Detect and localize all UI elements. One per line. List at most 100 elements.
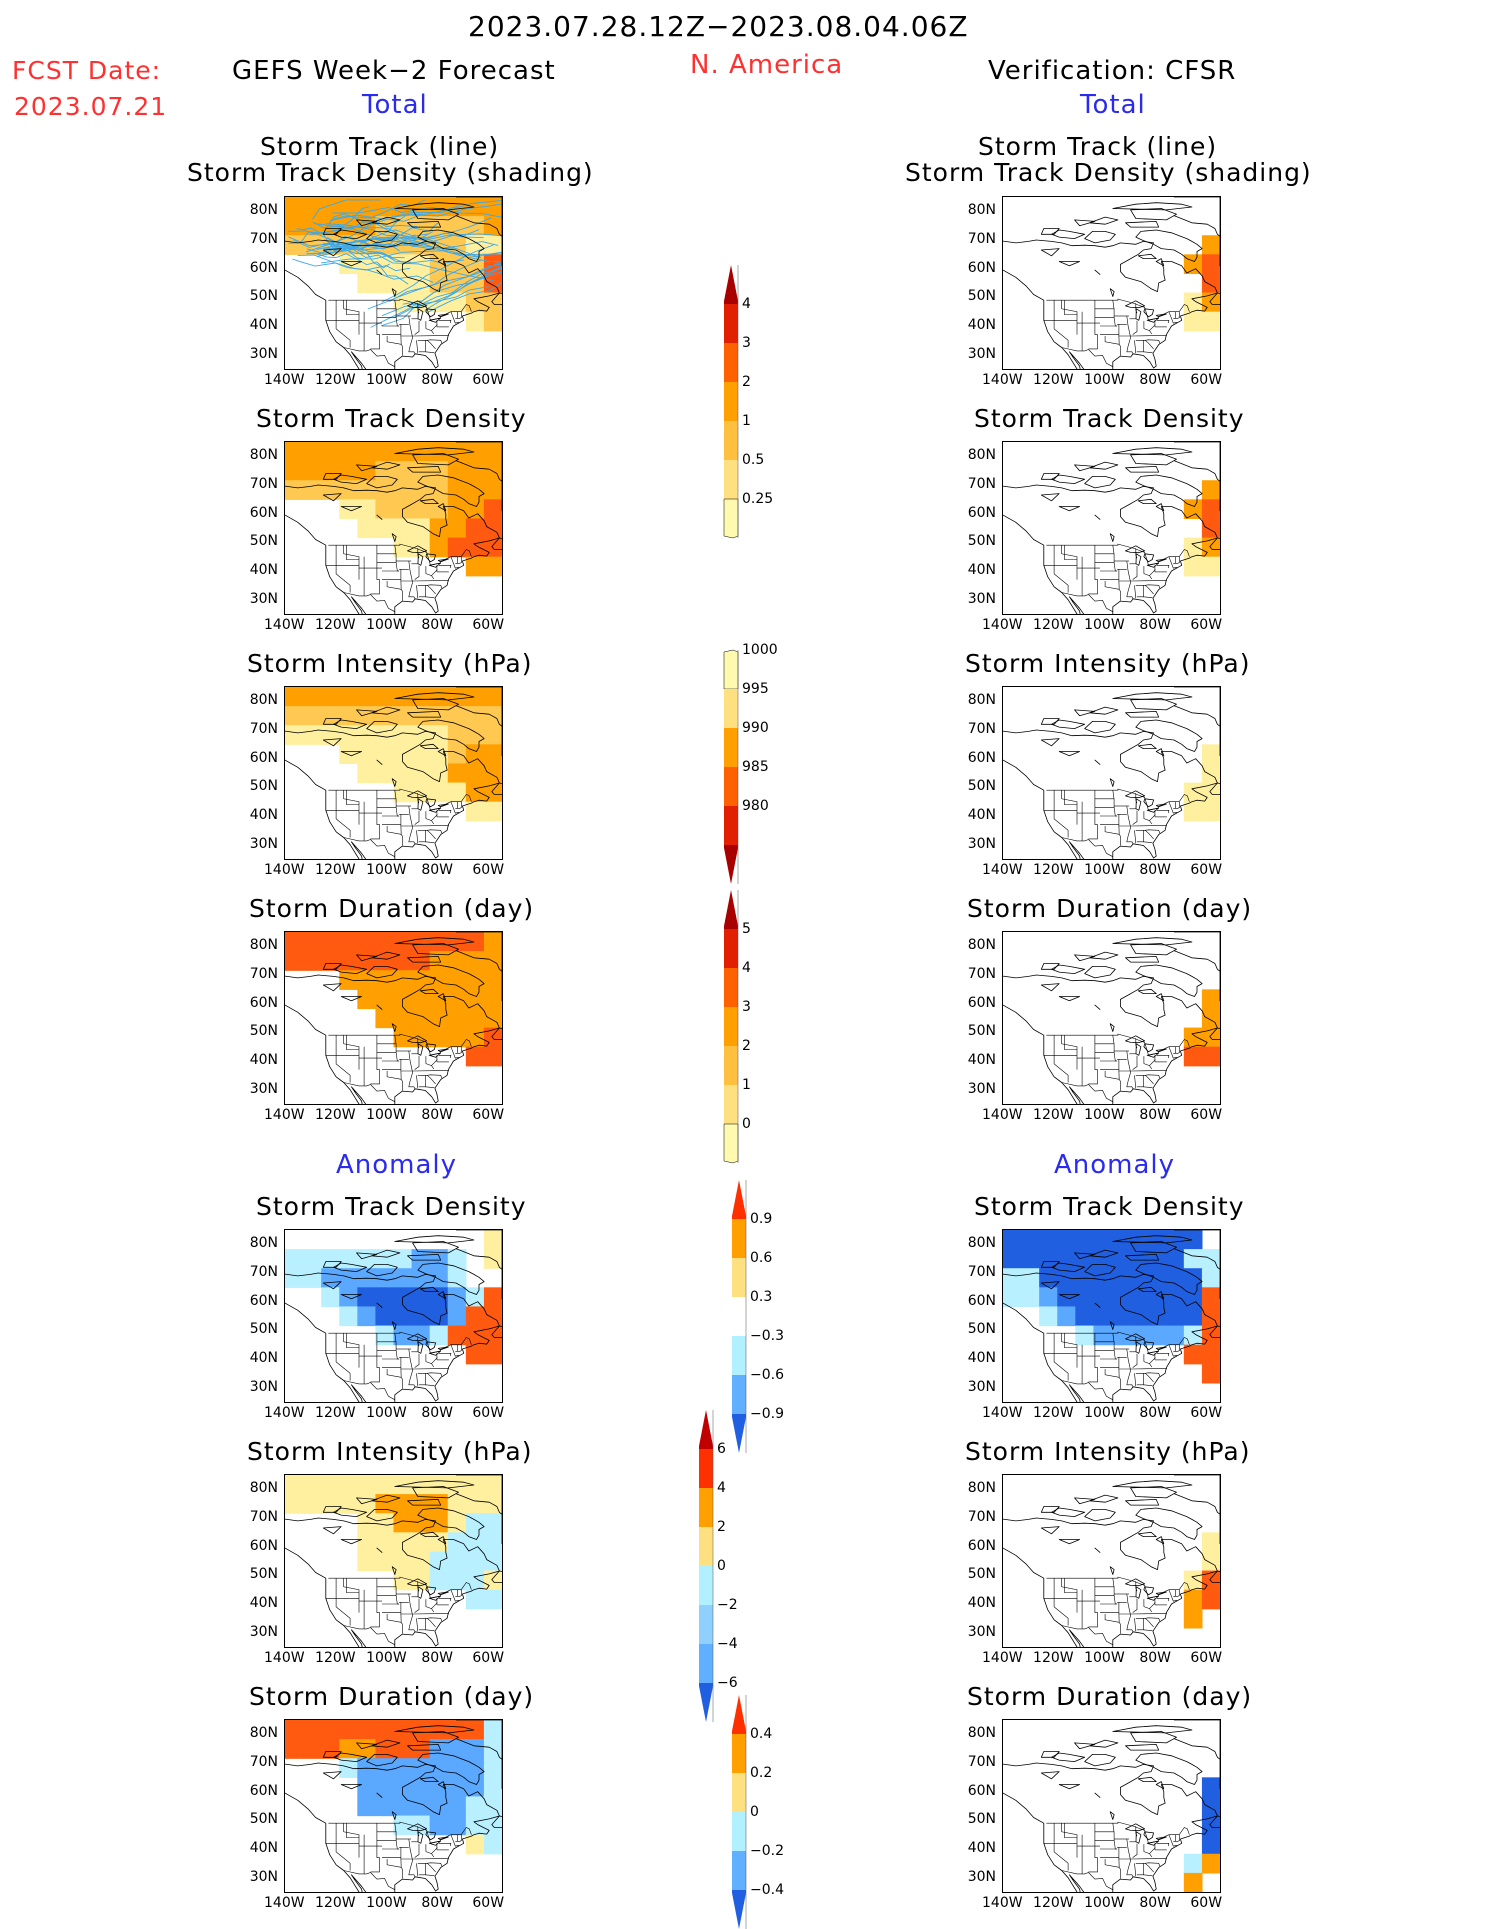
field-cell bbox=[357, 518, 376, 538]
lake bbox=[1059, 752, 1079, 756]
border bbox=[461, 802, 462, 808]
field-cell bbox=[357, 499, 376, 519]
field-cell bbox=[430, 480, 449, 500]
border bbox=[346, 1578, 359, 1592]
lake bbox=[1136, 799, 1141, 811]
border bbox=[409, 1839, 415, 1877]
field-cell bbox=[1184, 1230, 1203, 1250]
border bbox=[419, 1373, 426, 1385]
field-cell bbox=[466, 1287, 485, 1307]
field-cell bbox=[394, 1551, 413, 1571]
island bbox=[1085, 1754, 1116, 1766]
border bbox=[344, 545, 359, 579]
colorbar-segment bbox=[724, 421, 738, 460]
field-cell bbox=[412, 932, 431, 952]
field-cell bbox=[466, 1326, 485, 1346]
border bbox=[432, 325, 438, 331]
colorbar-duration-total bbox=[724, 890, 738, 1163]
coast-west bbox=[1003, 1544, 1103, 1647]
border bbox=[1150, 570, 1156, 576]
field-cell bbox=[1202, 1532, 1220, 1552]
border bbox=[1145, 1373, 1153, 1382]
island bbox=[1041, 964, 1059, 970]
lake bbox=[1110, 534, 1114, 542]
field-cell bbox=[484, 1306, 502, 1326]
border bbox=[1169, 557, 1177, 568]
lat-label: 70N bbox=[960, 1509, 996, 1525]
coast-west bbox=[1003, 266, 1103, 369]
lon-label: 100W bbox=[366, 1107, 406, 1123]
island bbox=[1156, 1782, 1164, 1789]
colorbar-label: 3 bbox=[742, 999, 751, 1015]
field-cell bbox=[1093, 1230, 1112, 1250]
fcst-date-label: FCST Date: bbox=[12, 56, 161, 85]
lon-label: 100W bbox=[1084, 1107, 1124, 1123]
lon-label: 120W bbox=[315, 862, 355, 878]
island bbox=[1156, 749, 1164, 756]
field-cell bbox=[448, 763, 467, 783]
field-cell bbox=[484, 932, 502, 952]
lat-label: 50N bbox=[960, 1566, 996, 1582]
map-canvas bbox=[1003, 1475, 1220, 1647]
title-track-shading-left: Storm Track Density (shading) bbox=[187, 158, 594, 187]
lat-label: 70N bbox=[960, 476, 996, 492]
field-cell bbox=[466, 461, 485, 481]
colorbar-segment bbox=[732, 1851, 746, 1890]
title-density-anom-right: Storm Track Density bbox=[974, 1192, 1245, 1221]
lat-label: 60N bbox=[242, 260, 278, 276]
border bbox=[1135, 1075, 1136, 1088]
field-cell bbox=[1039, 1230, 1058, 1250]
field-cell bbox=[1202, 763, 1220, 783]
baffin-island bbox=[1136, 1508, 1202, 1540]
field-cell bbox=[466, 1551, 485, 1571]
colorbar-label: 2 bbox=[717, 1519, 726, 1535]
field-cell bbox=[339, 1739, 358, 1759]
lake bbox=[1110, 289, 1114, 297]
border bbox=[1145, 340, 1153, 349]
field-cell bbox=[430, 1475, 449, 1495]
border bbox=[461, 1345, 462, 1351]
field-cell bbox=[394, 1796, 413, 1816]
field-cell bbox=[375, 970, 394, 990]
field-cell bbox=[1202, 235, 1220, 255]
border bbox=[432, 815, 438, 821]
border bbox=[1119, 1357, 1121, 1388]
border bbox=[371, 790, 380, 839]
field-cell bbox=[484, 802, 502, 822]
field-cell bbox=[339, 932, 358, 952]
field-cell bbox=[412, 763, 431, 783]
border bbox=[1145, 1618, 1153, 1627]
border bbox=[1173, 1595, 1179, 1596]
field-cell bbox=[448, 1532, 467, 1552]
colorbar-segment bbox=[732, 1297, 746, 1336]
field-cell bbox=[1184, 1306, 1203, 1326]
colorbar-cap bbox=[724, 265, 738, 304]
lat-label: 30N bbox=[960, 1081, 996, 1097]
colorbar-duration-anom bbox=[732, 1695, 746, 1929]
border bbox=[1143, 1630, 1152, 1631]
lat-label: 30N bbox=[242, 591, 278, 607]
lon-label: 140W bbox=[264, 1107, 304, 1123]
border bbox=[346, 545, 359, 559]
field-cell bbox=[448, 970, 467, 990]
island bbox=[1126, 1744, 1159, 1750]
border bbox=[1157, 810, 1169, 813]
border bbox=[419, 830, 426, 842]
total-label-right: Total bbox=[1080, 90, 1146, 120]
field-cell bbox=[430, 932, 449, 952]
lat-label: 70N bbox=[242, 231, 278, 247]
field-cell bbox=[375, 1551, 394, 1571]
map-canvas bbox=[285, 1475, 502, 1647]
field-cell bbox=[1202, 312, 1220, 332]
lon-label: 80W bbox=[417, 372, 457, 388]
lon-label: 100W bbox=[366, 1650, 406, 1666]
field-cell bbox=[1184, 1571, 1203, 1591]
lat-label: 80N bbox=[960, 1480, 996, 1496]
border bbox=[1143, 842, 1152, 843]
title-density-right: Storm Track Density bbox=[974, 404, 1245, 433]
field-cell bbox=[285, 1739, 304, 1759]
field-cell bbox=[466, 706, 485, 726]
map-canvas bbox=[1003, 932, 1220, 1104]
island bbox=[1138, 744, 1156, 748]
lake bbox=[1041, 1772, 1059, 1779]
